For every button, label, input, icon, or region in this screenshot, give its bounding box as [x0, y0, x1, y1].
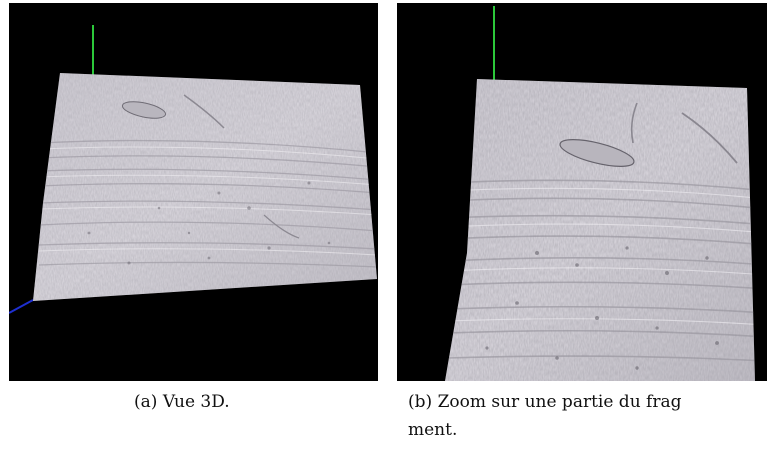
figure-caption-b: (b) Zoom sur une partie du frag ment. [408, 388, 767, 444]
caption-text-2: ment. [408, 420, 458, 440]
caption-text-1: Zoom sur une partie du frag [437, 392, 682, 412]
fragment-surface [445, 79, 755, 381]
fragment-surface [33, 73, 377, 301]
caption-label: (b) [408, 392, 433, 412]
figure-caption-a: (a) Vue 3D. [134, 388, 334, 416]
caption-line-1: (b) Zoom sur une partie du frag [408, 388, 767, 416]
render-zoom-view[interactable] [397, 3, 767, 381]
render-3d-view[interactable] [9, 3, 378, 381]
caption-text: Vue 3D. [162, 392, 230, 412]
caption-label: (a) [134, 392, 158, 412]
surface-render-a [9, 25, 377, 314]
surface-render-b [445, 6, 755, 381]
z-axis-line [9, 299, 34, 314]
